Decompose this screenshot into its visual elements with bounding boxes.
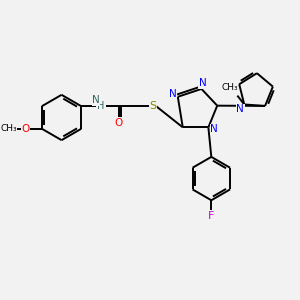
- Text: N: N: [92, 95, 100, 105]
- Text: H: H: [97, 101, 105, 111]
- Text: CH₃: CH₃: [221, 83, 238, 92]
- Text: CH₃: CH₃: [0, 124, 17, 133]
- Text: F: F: [208, 211, 214, 221]
- Text: O: O: [115, 118, 123, 128]
- Text: O: O: [21, 124, 29, 134]
- Text: N: N: [236, 104, 244, 114]
- Text: N: N: [210, 124, 218, 134]
- Text: S: S: [150, 101, 157, 111]
- Text: N: N: [199, 78, 206, 88]
- Text: N: N: [169, 89, 177, 99]
